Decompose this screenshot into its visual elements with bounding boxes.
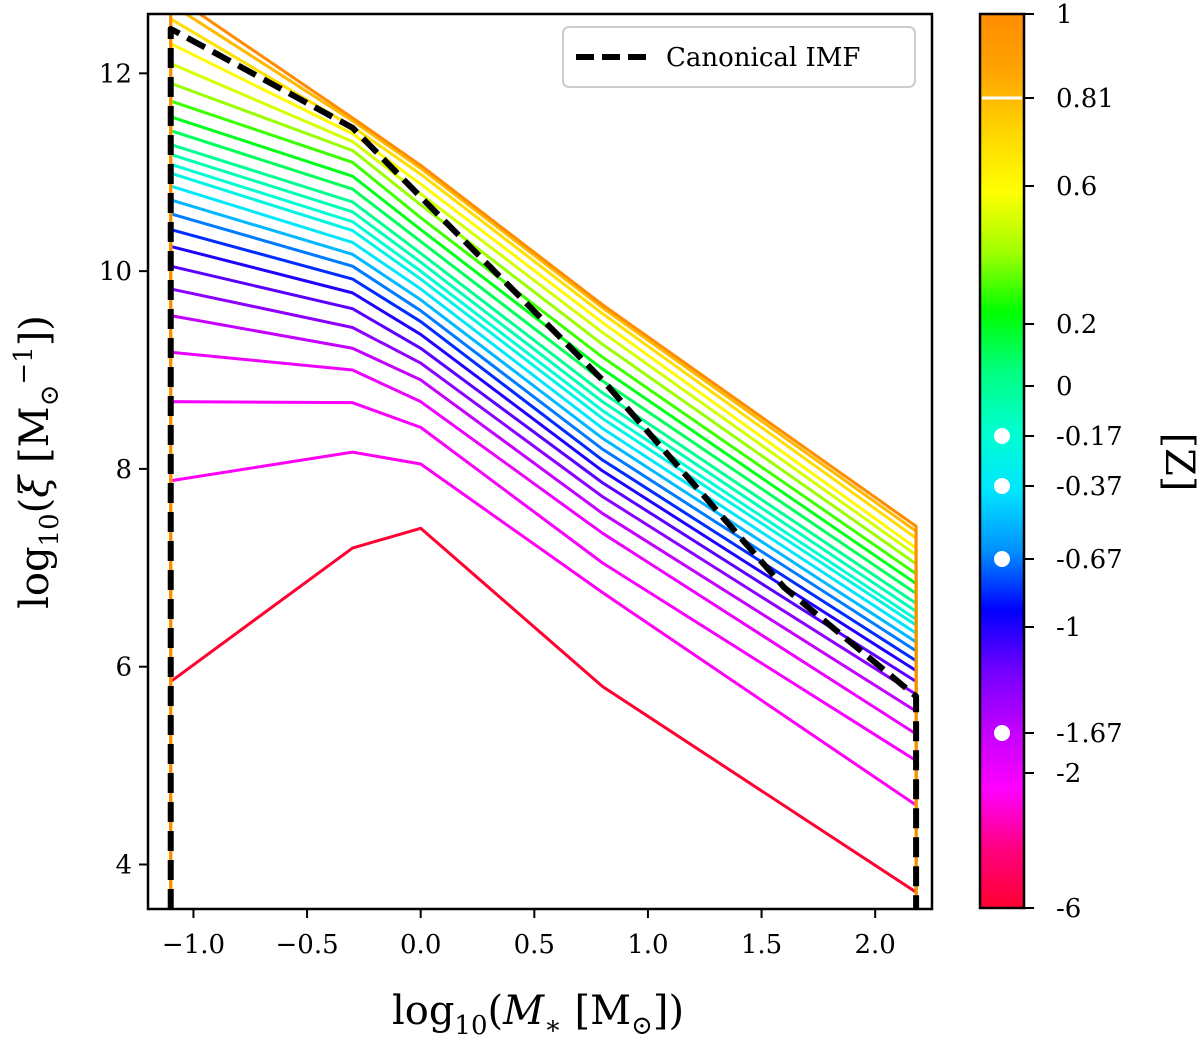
colorbar-tick-label: -0.37 [1056, 472, 1123, 502]
y-tick-label: 4 [115, 850, 132, 880]
colorbar-tick-label: 0.81 [1056, 84, 1114, 114]
series-line-3 [169, 350, 918, 909]
colorbar-tick-label: -1.67 [1056, 719, 1123, 749]
legend: Canonical IMF [562, 26, 916, 88]
colorbar-tick-label: -0.17 [1056, 422, 1123, 452]
colorbar-tick-label: 0 [1056, 372, 1073, 402]
colorbar: 1 0.81 0.6 0.2 0 -0.17 -0.37 -0.67 -1 -1.67 -2 -6 [… [978, 0, 1200, 924]
colorbar-title: [Z] [1156, 432, 1200, 491]
colorbar-tick-label: -0.67 [1056, 545, 1123, 575]
legend-box [562, 26, 916, 88]
colorbar-dot-marker [994, 428, 1010, 444]
colorbar-frame [978, 12, 1026, 910]
plot-frame [146, 12, 934, 911]
series-line-17 [169, 115, 918, 909]
x-tick-label: −0.5 [276, 930, 339, 960]
y-axis-title: log10(ξ [M⊙−1]) [9, 315, 65, 609]
series-line-11 [169, 184, 918, 909]
y-axis-ticks: 4 6 8 10 12 [99, 59, 148, 880]
colorbar-tick-label: -6 [1056, 894, 1081, 924]
colorbar-tick-label: 0.6 [1056, 172, 1097, 202]
legend-canonical-label: Canonical IMF [666, 43, 860, 73]
y-tick-label: 6 [115, 653, 132, 683]
colorbar-gradient [980, 14, 1024, 908]
series-line-0 [169, 526, 918, 909]
x-axis-title: log10(M∗ [M⊙]) [392, 988, 684, 1039]
colorbar-ticks: 1 0.81 0.6 0.2 0 -0.17 -0.37 -0.67 -1 -1.67 -2 -6 [1024, 0, 1123, 924]
colorbar-tick-label: 1 [1056, 0, 1073, 30]
y-tick-label: 10 [99, 257, 132, 287]
colorbar-markers [982, 96, 1022, 741]
series-line-12 [169, 171, 918, 909]
series-line-24 [169, 14, 918, 909]
y-tick-label: 12 [99, 59, 132, 89]
colorbar-dot-marker [994, 551, 1010, 567]
colorbar-dot-marker [994, 478, 1010, 494]
x-tick-label: −1.0 [162, 930, 225, 960]
x-tick-label: 1.0 [627, 930, 668, 960]
series-line-10 [169, 198, 918, 909]
x-tick-label: 2.0 [855, 930, 896, 960]
colorbar-tick-label: 0.2 [1056, 310, 1097, 340]
colorbar-tick-label: -2 [1056, 759, 1081, 789]
canonical-layer [167, 25, 920, 909]
x-tick-label: 0.0 [400, 930, 441, 960]
series-line-2 [169, 400, 918, 909]
y-tick-label: 8 [115, 455, 132, 485]
x-tick-label: 1.5 [741, 930, 782, 960]
colorbar-dot-marker [994, 725, 1010, 741]
x-tick-label: 0.5 [514, 930, 555, 960]
canonical-imf-line [167, 25, 920, 909]
x-axis-ticks: −1.0 −0.5 0.0 0.5 1.0 1.5 2.0 [162, 909, 896, 960]
series-layer [169, 14, 918, 909]
colorbar-tick-label: -1 [1056, 613, 1081, 643]
